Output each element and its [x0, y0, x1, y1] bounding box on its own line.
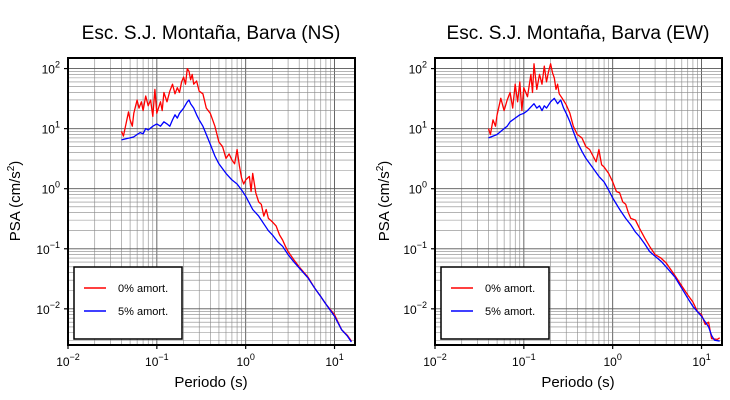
y-tick-label: 10−1: [36, 240, 60, 257]
x-tick-label: 101: [325, 352, 343, 369]
x-tick-label: 10−2: [423, 352, 447, 369]
series-line-5-percent: [121, 99, 352, 343]
grid: [67, 58, 355, 345]
series-lines: [487, 63, 721, 342]
x-tick-label: 10−1: [512, 352, 536, 369]
x-tick-label: 100: [236, 352, 254, 369]
series-line-0-percent: [120, 67, 352, 342]
y-tick-label: 10−2: [403, 300, 427, 317]
chart-title: Esc. S.J. Montaña, Barva (EW): [447, 23, 710, 44]
y-axis-label: PSA (cm/s2): [6, 161, 24, 242]
tick-labels: 10−2 10−1 100 101 10−2 10−1 100 101 102: [36, 60, 343, 369]
x-axis-label: Periodo (s): [541, 374, 614, 391]
plot-frame: [434, 57, 723, 346]
chart-ew: Esc. S.J. Montaña, Barva (EW) 10−2 10−1 10…: [375, 23, 723, 391]
legend-label-5-percent: 5% amort.: [118, 306, 168, 318]
legend-label-0-percent: 0% amort.: [118, 283, 168, 295]
chart-title: Esc. S.J. Montaña, Barva (NS): [82, 23, 341, 44]
y-axis-label: PSA (cm/s2): [375, 161, 393, 242]
series-line-5-percent: [488, 97, 720, 342]
y-tick-label: 101: [409, 120, 427, 137]
legend-label-0-percent: 0% amort.: [485, 283, 535, 295]
legend: 0% amort. 5% amort.: [73, 266, 183, 340]
series-line-0-percent: [487, 63, 721, 341]
y-tick-label: 10−2: [36, 300, 60, 317]
x-axis-label: Periodo (s): [174, 374, 247, 391]
y-tick-label: 100: [42, 180, 60, 197]
x-tick-label: 100: [603, 352, 621, 369]
y-tick-label: 100: [409, 180, 427, 197]
legend-box: [440, 266, 550, 340]
tick-labels: 10−2 10−1 100 101 10−2 10−1 100 101 102: [403, 60, 710, 369]
y-tick-label: 101: [42, 120, 60, 137]
plot-frame: [67, 57, 356, 346]
legend-box: [73, 266, 183, 340]
y-tick-label: 102: [42, 60, 60, 77]
x-tick-label: 101: [692, 352, 710, 369]
legend: 0% amort. 5% amort.: [440, 266, 550, 340]
chart-ns: Esc. S.J. Montaña, Barva (NS) 10−2 10−1 10…: [6, 23, 356, 391]
y-tick-label: 10−1: [403, 240, 427, 257]
x-tick-label: 10−1: [145, 352, 169, 369]
legend-label-5-percent: 5% amort.: [485, 306, 535, 318]
x-tick-label: 10−2: [56, 352, 80, 369]
y-tick-label: 102: [409, 60, 427, 77]
series-lines: [120, 67, 352, 343]
